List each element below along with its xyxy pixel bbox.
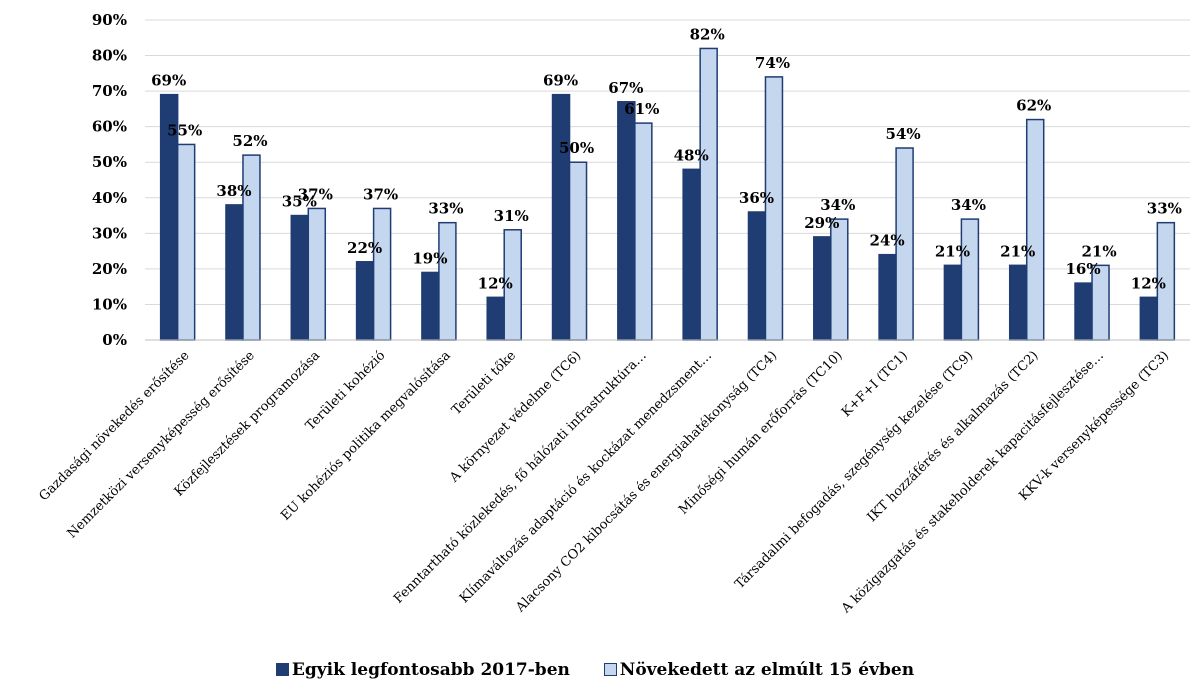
data-labels: 69%55%38%52%35%37%22%37%19%33%12%31%69%5… (151, 25, 1182, 292)
y-tick-label: 60% (92, 118, 127, 136)
x-category-label: K+F+I (TC1) (839, 348, 911, 420)
y-tick-label: 30% (92, 224, 127, 242)
legend-swatch-series-1 (275, 663, 289, 676)
x-category-label: Területi tőke (449, 348, 519, 418)
data-label-series-2: 74% (755, 54, 790, 72)
bar-series-2 (307, 207, 327, 341)
bar-series-1 (355, 261, 375, 341)
bar-series-1 (747, 211, 767, 341)
x-category-label: KKV-k versenyképessége (TC3) (1016, 348, 1172, 504)
data-label-series-1: 69% (151, 72, 186, 90)
data-label-series-1: 35% (282, 193, 317, 211)
bar-series-2 (634, 122, 653, 341)
data-label-series-2: 37% (298, 185, 333, 203)
bar-series-2 (960, 218, 980, 341)
bar-series-2 (372, 207, 392, 341)
bar-series-1 (551, 93, 571, 341)
bar-series-2 (699, 47, 718, 341)
y-axis-ticks: 0% 10% 20% 30% 40% 50% 60% 70% 80% 90% (92, 11, 127, 349)
x-category-label: A környezet védelme (TC6) (446, 348, 584, 486)
data-label-series-1: 36% (739, 189, 774, 207)
bar-series-2 (830, 218, 849, 341)
bar-series-2 (764, 76, 784, 341)
data-label-series-1: 21% (935, 242, 970, 260)
bar-series-1 (813, 236, 832, 341)
x-category-label: Fenntartható közlekedés, fő hálózati inf… (391, 348, 650, 607)
data-label-series-2: 54% (886, 125, 921, 143)
data-label-series-1: 38% (216, 182, 251, 200)
data-label-series-2: 33% (428, 200, 463, 218)
legend-item-series-2: Növekedett az elmúlt 15 évben (603, 660, 915, 680)
data-label-series-1: 29% (804, 214, 839, 232)
data-label-series-2: 62% (1016, 97, 1051, 115)
data-label-series-2: 52% (232, 132, 267, 150)
data-label-series-1: 19% (412, 249, 447, 267)
legend: Egyik legfontosabb 2017-ben Növekedett a… (0, 660, 1190, 680)
x-axis-category-labels: Gazdasági növekedés erősítéseNemzetközi … (37, 348, 1173, 617)
x-category-label: Közfejlesztések programozása (172, 348, 324, 500)
data-label-series-1: 12% (1131, 274, 1166, 292)
legend-label-series-2: Növekedett az elmúlt 15 évben (619, 660, 915, 680)
data-label-series-1: 16% (1065, 260, 1100, 278)
bar-series-1 (878, 253, 897, 341)
legend-swatch-series-2 (603, 663, 617, 676)
bar-series-2 (568, 161, 588, 341)
data-label-series-1: 69% (543, 72, 578, 90)
bar-series-1 (682, 168, 701, 341)
data-label-series-1: 12% (478, 274, 513, 292)
data-label-series-2: 82% (690, 25, 725, 43)
y-tick-label: 90% (92, 11, 127, 29)
data-label-series-1: 22% (347, 239, 382, 257)
data-label-series-2: 34% (820, 196, 855, 214)
bars (159, 47, 1176, 341)
bar-series-1 (1139, 296, 1159, 341)
bar-series-1 (1008, 264, 1028, 341)
bar-series-1 (943, 264, 963, 341)
data-label-series-2: 37% (363, 185, 398, 203)
y-tick-label: 20% (92, 260, 127, 278)
data-label-series-2: 50% (559, 139, 594, 157)
data-label-series-2: 55% (167, 121, 202, 139)
bar-series-1 (486, 296, 505, 341)
data-label-series-2: 61% (624, 100, 659, 118)
bar-series-1 (421, 271, 440, 341)
data-label-series-1: 24% (870, 232, 905, 250)
y-tick-label: 80% (92, 47, 127, 65)
legend-item-series-1: Egyik legfontosabb 2017-ben (275, 660, 570, 680)
data-label-series-1: 67% (608, 79, 643, 97)
bar-series-1 (290, 214, 310, 341)
data-label-series-2: 34% (951, 196, 986, 214)
bar-series-2 (176, 143, 196, 341)
x-category-label: Klímaváltozás adaptáció és kockázat mene… (457, 348, 715, 606)
y-tick-label: 70% (92, 82, 127, 100)
legend-label-series-1: Egyik legfontosabb 2017-ben (291, 660, 570, 680)
data-label-series-2: 33% (1147, 200, 1182, 218)
bar-series-2 (1025, 118, 1045, 341)
data-label-series-1: 48% (674, 146, 709, 164)
x-category-label: Társadalmi befogadás, szegénység kezelés… (732, 348, 976, 592)
y-tick-label: 0% (102, 331, 127, 349)
bar-series-2 (438, 221, 457, 341)
bar-series-1 (617, 101, 636, 341)
bar-chart: 0% 10% 20% 30% 40% 50% 60% 70% 80% 90% 69% 55% 38% 5… (37, 11, 1190, 617)
y-tick-label: 50% (92, 153, 127, 171)
bar-series-1 (225, 204, 244, 341)
y-tick-label: 10% (92, 295, 127, 313)
data-label-series-1: 21% (1000, 242, 1035, 260)
y-tick-label: 40% (92, 189, 127, 207)
data-label-series-2: 21% (1081, 242, 1116, 260)
bar-series-1 (1074, 282, 1093, 341)
data-label-series-2: 31% (494, 207, 529, 225)
